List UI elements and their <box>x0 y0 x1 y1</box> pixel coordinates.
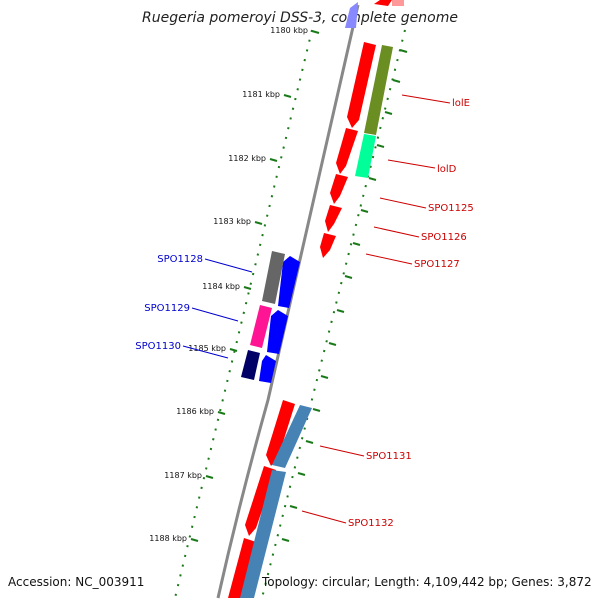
tick-label: 1182 kbp <box>228 154 266 163</box>
cds-spo1128-gray <box>262 251 285 304</box>
tick-mark <box>205 475 214 479</box>
tick-label: 1185 kbp <box>188 344 226 353</box>
cds-lolD-mint <box>355 134 376 178</box>
gene-label-spo1130[interactable]: SPO1130 <box>135 341 181 352</box>
cds-spo1126-red <box>325 205 342 232</box>
cds-bottom-red <box>228 538 256 598</box>
tick-label: 1188 kbp <box>149 534 187 543</box>
tick-label: 1181 kbp <box>242 90 280 99</box>
tick-mark <box>283 94 292 98</box>
tick-mark <box>190 538 199 542</box>
inner-tick-mark <box>384 111 393 115</box>
gene-leader-line <box>182 345 229 359</box>
inner-tick-mark <box>305 440 314 444</box>
tick-group: 1180 kbp 1181 kbp 1182 kbp 1183 kbp 1184 kbp… <box>149 26 408 543</box>
map-title: Ruegeria pomeroyi DSS-3, complete genome <box>142 10 458 26</box>
tick-mark <box>243 286 252 290</box>
inner-tick-mark <box>328 342 337 346</box>
cds-top-blue <box>345 2 358 28</box>
accession-text: Accession: NC_003911 <box>8 575 145 589</box>
inner-tick-mark <box>320 375 329 379</box>
gene-label-spo1125[interactable]: SPO1125 <box>428 203 474 214</box>
inner-tick-mark <box>368 177 377 181</box>
tick-mark <box>229 348 238 352</box>
gene-label-lole[interactable]: lolE <box>452 98 470 109</box>
inner-tick-mark <box>289 505 298 509</box>
cds-spo1132-steel <box>240 470 286 598</box>
tick-label: 1180 kbp <box>270 26 308 35</box>
cds-spo1129-pink <box>250 305 272 348</box>
cds-spo1125-red <box>330 174 348 204</box>
cds-spo1130-blue <box>259 355 276 383</box>
gene-leader-line <box>301 510 347 524</box>
gene-label-lold[interactable]: lolD <box>437 164 457 175</box>
cds-top-pink <box>392 0 404 6</box>
tick-label: 1187 kbp <box>164 471 202 480</box>
gene-leader-line <box>365 253 413 265</box>
cds-spo1132-red <box>245 466 276 536</box>
genome-backbone <box>216 4 360 599</box>
inner-tick-mark <box>312 408 321 412</box>
gene-leader-line <box>373 226 420 238</box>
gene-label-spo1131[interactable]: SPO1131 <box>366 451 412 462</box>
inner-tick-mark <box>392 79 401 83</box>
inner-tick-mark <box>376 144 385 148</box>
label-group: lolE lolD SPO1125 SPO1126 SPO1127 SPO1128 SPO1… <box>135 94 474 529</box>
cds-lolE-red <box>347 42 376 128</box>
gene-label-spo1128[interactable]: SPO1128 <box>157 254 203 265</box>
inner-tick-mark <box>297 472 306 476</box>
gene-leader-line <box>204 258 253 273</box>
inner-tick-mark <box>352 242 361 246</box>
gene-leader-line <box>401 94 451 104</box>
cds-top-red <box>374 0 392 6</box>
tick-mark <box>311 30 320 34</box>
gene-leader-line <box>379 197 427 209</box>
cds-spo1127-red <box>320 233 336 258</box>
gene-label-spo1127[interactable]: SPO1127 <box>414 259 460 270</box>
gene-label-spo1129[interactable]: SPO1129 <box>144 303 190 314</box>
tick-mark <box>254 221 263 225</box>
tick-mark <box>217 411 226 415</box>
cds-spo1129-blue <box>267 310 288 354</box>
inner-tick-mark <box>360 209 369 213</box>
gene-leader-line <box>191 307 239 322</box>
cds-spo1130-navy <box>241 350 260 380</box>
inner-tick-mark <box>344 275 353 279</box>
tick-label: 1183 kbp <box>213 217 251 226</box>
outer-dotted-guide <box>174 29 313 599</box>
gene-label-spo1132[interactable]: SPO1132 <box>348 518 394 529</box>
genome-summary: Topology: circular; Length: 4,109,442 bp… <box>262 575 592 589</box>
cds-lolE-olive <box>364 45 393 135</box>
gene-leader-line <box>319 445 365 457</box>
cds-spo1131-steel <box>272 405 312 468</box>
gene-label-spo1126[interactable]: SPO1126 <box>421 232 467 243</box>
cds-spo1128-blue <box>278 256 300 308</box>
gene-leader-line <box>387 159 436 169</box>
inner-tick-mark <box>336 309 345 313</box>
cds-lolD-red <box>336 128 358 174</box>
cds-spo1131-red <box>266 400 295 466</box>
tick-label: 1184 kbp <box>202 282 240 291</box>
inner-tick-mark <box>399 49 408 53</box>
tick-label: 1186 kbp <box>176 407 214 416</box>
tick-mark <box>269 158 278 162</box>
inner-tick-mark <box>281 538 290 542</box>
